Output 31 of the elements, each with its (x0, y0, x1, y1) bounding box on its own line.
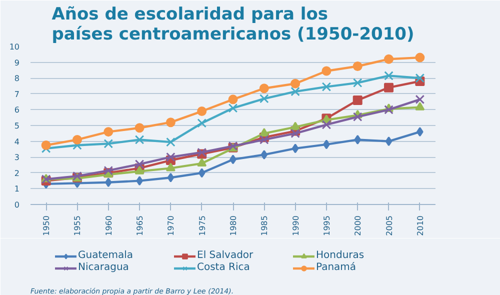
x-tick-label: 1975 (198, 216, 207, 236)
x-tick-label: 2010 (416, 216, 425, 236)
x-tick-label: 1985 (260, 216, 270, 236)
y-tick-label: 10 (9, 42, 20, 52)
y-tick-label: 0 (14, 200, 20, 210)
y-tick-label: 7 (14, 90, 20, 99)
x-tick-label: 1995 (322, 216, 332, 236)
x-tick-label: 1980 (229, 216, 238, 236)
x-tick-label: 1970 (166, 216, 176, 236)
y-tick-label: 6 (14, 106, 20, 115)
x-tick-label: 2005 (384, 216, 394, 236)
x-tick-label: 1950 (42, 216, 52, 236)
x-tick-label: 1965 (136, 216, 145, 236)
legend-label: Guatemala (78, 250, 134, 262)
x-tick-label: 1990 (291, 216, 300, 236)
y-tick-label: 2 (14, 168, 20, 178)
x-tick-label: 2000 (354, 216, 363, 236)
y-tick-label: 8 (14, 74, 20, 84)
legend-label: Panamá (316, 262, 358, 274)
chart-title: Años de escolaridad para los países centroamericanos (1950-2010) (52, 4, 414, 44)
legend-label: Honduras (316, 250, 366, 262)
x-tick-label: 1955 (73, 216, 82, 236)
legend-label: Costa Rica (197, 262, 251, 274)
legend-label: El Salvador (197, 250, 254, 262)
y-tick-label: 4 (14, 137, 20, 146)
y-tick-label: 5 (14, 122, 20, 130)
y-tick-label: 9 (14, 58, 20, 68)
y-tick-label: 3 (14, 153, 20, 162)
legend-label: Nicaragua (78, 262, 130, 274)
x-tick-label: 1960 (104, 216, 114, 236)
y-tick-label: 1 (14, 184, 20, 194)
